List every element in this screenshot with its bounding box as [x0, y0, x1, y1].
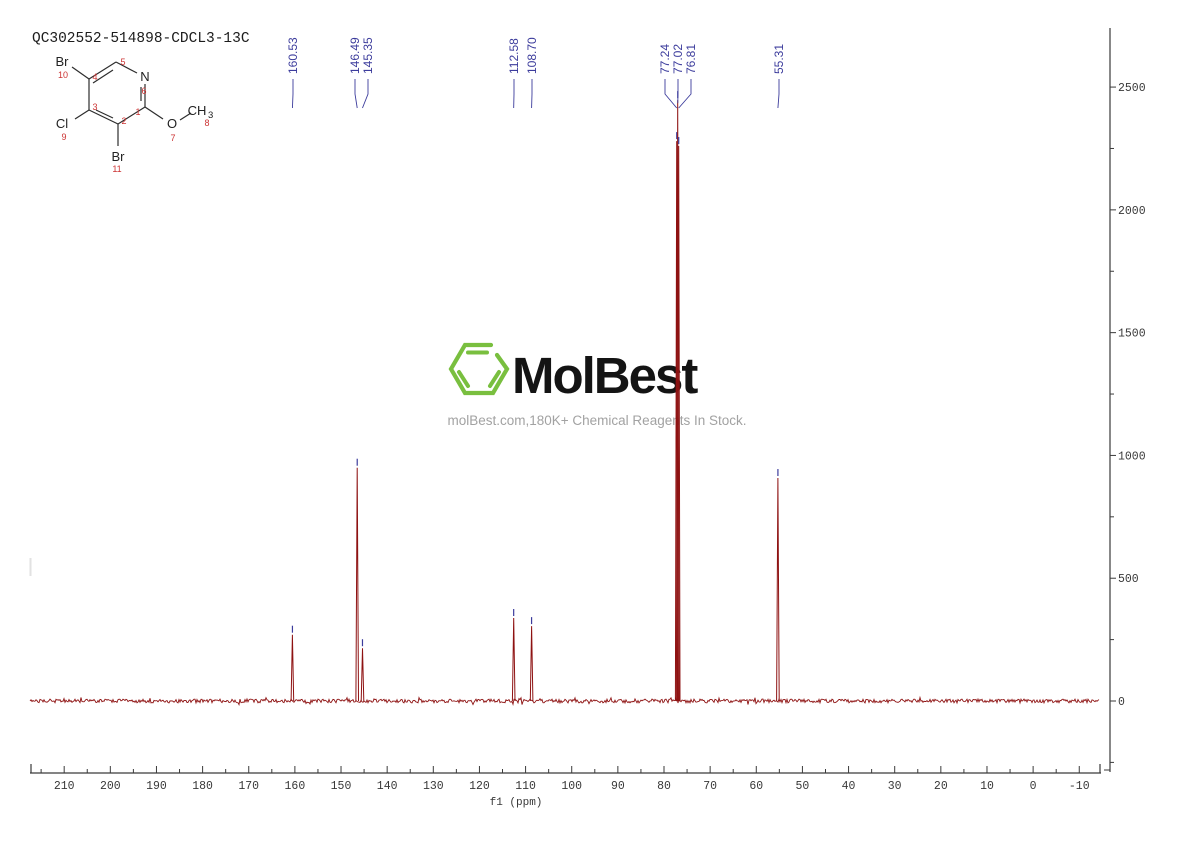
x-tick-label: 160	[285, 780, 306, 793]
y-tick-label: 2000	[1118, 205, 1146, 218]
y-tick-label: 1500	[1118, 328, 1146, 341]
x-tick-label: 10	[980, 780, 994, 793]
atom-number: 3	[92, 102, 97, 112]
bond-line	[88, 61, 117, 80]
atom-number: 8	[204, 118, 209, 128]
y-tick-label: 2500	[1118, 82, 1146, 95]
x-tick-label: 0	[1030, 780, 1037, 793]
atom-number: 10	[58, 70, 68, 80]
brand-wordmark: MolBest	[512, 347, 698, 404]
hexagon-inner-bond-left	[457, 370, 470, 388]
atom-label: Br	[112, 149, 126, 164]
baseline-noise	[29, 695, 1100, 707]
x-tick-label: -10	[1069, 780, 1090, 793]
y-tick-label: 1000	[1118, 450, 1146, 463]
atom-label: Br	[56, 54, 70, 69]
peak-label: 108.70	[525, 37, 539, 74]
nmr-peak	[676, 145, 681, 702]
peak-label-connector	[664, 79, 678, 109]
bond-line	[95, 109, 114, 119]
atom-number: 5	[120, 57, 125, 67]
x-tick-label: 70	[703, 780, 717, 793]
peak-label-connector	[354, 79, 358, 109]
x-tick-label: 200	[100, 780, 121, 793]
peak-label: 160.53	[286, 37, 300, 74]
peak-label-connector	[362, 79, 369, 109]
atom-label: N	[140, 69, 149, 84]
benzene-hexagon-icon	[448, 342, 510, 396]
nmr-peak	[290, 634, 295, 702]
atom-label-subscript: 3	[208, 110, 213, 121]
bond-line	[74, 109, 90, 120]
x-tick-label: 130	[423, 780, 444, 793]
x-tick-label: 120	[469, 780, 490, 793]
bond-line	[92, 69, 114, 84]
x-tick-label: 80	[657, 780, 671, 793]
spectrum-trace	[29, 91, 1100, 707]
y-tick-label: 500	[1118, 573, 1139, 586]
x-tick-label: 110	[515, 780, 536, 793]
peak-label: 76.81	[684, 44, 698, 74]
peak-label: 77.02	[671, 44, 685, 74]
peak-label: 145.35	[361, 37, 375, 74]
nmr-peak	[511, 617, 516, 702]
peak-label: 55.31	[772, 44, 786, 74]
x-axis-title: f1 (ppm)	[490, 797, 543, 809]
peak-label: 112.58	[507, 38, 521, 74]
x-tick-label: 140	[377, 780, 398, 793]
nmr-peak	[355, 467, 359, 702]
atom-number: 1	[135, 107, 140, 117]
peak-label-connector	[291, 79, 294, 109]
nmr-peak	[360, 648, 365, 702]
x-tick-label: 50	[796, 780, 810, 793]
x-tick-label: 150	[331, 780, 352, 793]
bond-line	[117, 106, 146, 125]
x-tick-label: 40	[842, 780, 856, 793]
x-tick-label: 20	[934, 780, 948, 793]
page-title: QC302552-514898-CDCL3-13C	[32, 31, 250, 47]
x-tick-label: 190	[146, 780, 167, 793]
axes: f1 (ppm) 210 200 190 180 170 160 150 140 130 120 1…	[30, 28, 1146, 809]
peak-label-connector	[678, 79, 692, 109]
x-tick-label: 210	[54, 780, 75, 793]
peak-label-connector	[777, 79, 780, 109]
atom-label: CH	[188, 103, 207, 118]
atom-number: 2	[121, 116, 126, 126]
nmr-peak	[776, 477, 780, 702]
atom-number: 11	[112, 164, 121, 174]
bond-line	[71, 66, 90, 80]
peak-labels: 160.53 146.49 145.35 112.58 108.70 77.24 77.02…	[286, 37, 786, 109]
atom-number: 4	[92, 72, 97, 82]
atom-label: Cl	[56, 116, 68, 131]
molbest-logo: MolBest molBest.com,180K+ Chemical Reage…	[447, 342, 747, 428]
hexagon-inner-bond-right	[488, 370, 501, 388]
y-tick-label: 0	[1118, 696, 1125, 709]
atom-label: O	[167, 116, 177, 131]
atom-number: 6	[141, 86, 146, 96]
x-tick-label: 30	[888, 780, 902, 793]
atom-number: 9	[61, 132, 66, 142]
x-tick-label: 170	[238, 780, 259, 793]
brand-tagline: molBest.com,180K+ Chemical Reagents In S…	[447, 413, 746, 428]
nmr-peak	[529, 626, 534, 702]
bond-line	[144, 106, 164, 120]
bond-line	[179, 112, 192, 121]
x-tick-label: 100	[561, 780, 582, 793]
x-tick-label: 180	[192, 780, 213, 793]
x-tick-label: 90	[611, 780, 625, 793]
peak-label: 77.24	[658, 44, 672, 74]
bond-line	[88, 109, 119, 125]
bond-line	[115, 61, 138, 74]
atom-number: 7	[170, 133, 175, 143]
x-tick-label: 60	[749, 780, 763, 793]
peak-label: 146.49	[348, 37, 362, 74]
